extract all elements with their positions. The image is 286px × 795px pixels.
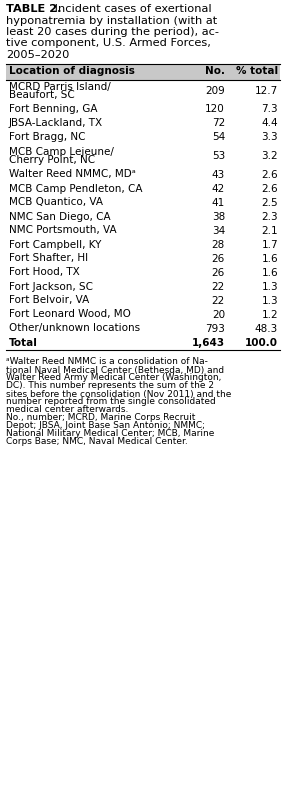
Text: Total: Total: [9, 338, 38, 347]
Text: 38: 38: [212, 211, 225, 222]
Text: Fort Bragg, NC: Fort Bragg, NC: [9, 133, 86, 142]
Text: DC). This number represents the sum of the 2: DC). This number represents the sum of t…: [6, 382, 214, 390]
Bar: [6, 64, 280, 80]
Text: 28: 28: [212, 239, 225, 250]
Text: 54: 54: [212, 133, 225, 142]
Text: Fort Shafter, HI: Fort Shafter, HI: [9, 254, 88, 263]
Text: 2.1: 2.1: [261, 226, 278, 235]
Text: 1.3: 1.3: [261, 281, 278, 292]
Text: % total: % total: [236, 67, 278, 76]
Text: medical center afterwards.: medical center afterwards.: [6, 405, 128, 414]
Text: 1.3: 1.3: [261, 296, 278, 305]
Text: Walter Reed NMMC, MDᵃ: Walter Reed NMMC, MDᵃ: [9, 169, 136, 180]
Text: NMC Portsmouth, VA: NMC Portsmouth, VA: [9, 226, 117, 235]
Text: tive component, U.S. Armed Forces,: tive component, U.S. Armed Forces,: [6, 38, 211, 48]
Text: 209: 209: [205, 86, 225, 96]
Text: least 20 cases during the period), ac-: least 20 cases during the period), ac-: [6, 27, 219, 37]
Text: Fort Campbell, KY: Fort Campbell, KY: [9, 239, 101, 250]
Text: Fort Benning, GA: Fort Benning, GA: [9, 104, 98, 114]
Text: NMC San Diego, CA: NMC San Diego, CA: [9, 211, 111, 222]
Text: 2.5: 2.5: [261, 197, 278, 207]
Text: 22: 22: [212, 281, 225, 292]
Text: number reported from the single consolidated: number reported from the single consolid…: [6, 398, 216, 406]
Text: ᵃWalter Reed NMMC is a consolidation of Na-: ᵃWalter Reed NMMC is a consolidation of …: [6, 358, 208, 366]
Text: JBSA-Lackland, TX: JBSA-Lackland, TX: [9, 118, 103, 129]
Text: 1.7: 1.7: [261, 239, 278, 250]
Text: MCB Camp Lejeune/: MCB Camp Lejeune/: [9, 147, 114, 157]
Text: 42: 42: [212, 184, 225, 193]
Text: Location of diagnosis: Location of diagnosis: [9, 67, 135, 76]
Text: hyponatremia by installation (with at: hyponatremia by installation (with at: [6, 15, 217, 25]
Text: Cherry Point, NC: Cherry Point, NC: [9, 155, 95, 165]
Text: 41: 41: [212, 197, 225, 207]
Text: TABLE 2.: TABLE 2.: [6, 4, 61, 14]
Text: 793: 793: [205, 324, 225, 333]
Text: 1,643: 1,643: [192, 338, 225, 347]
Text: Fort Hood, TX: Fort Hood, TX: [9, 267, 80, 277]
Text: tional Naval Medical Center (Bethesda, MD) and: tional Naval Medical Center (Bethesda, M…: [6, 366, 224, 374]
Text: National Military Medical Center; MCB, Marine: National Military Medical Center; MCB, M…: [6, 429, 214, 439]
Text: 72: 72: [212, 118, 225, 129]
Text: No.: No.: [205, 67, 225, 76]
Text: 3.3: 3.3: [261, 133, 278, 142]
Text: Beaufort, SC: Beaufort, SC: [9, 90, 75, 99]
Text: 1.2: 1.2: [261, 309, 278, 320]
Text: 1.6: 1.6: [261, 254, 278, 263]
Text: MCRD Parris Island/: MCRD Parris Island/: [9, 82, 111, 92]
Text: 26: 26: [212, 254, 225, 263]
Text: 3.2: 3.2: [261, 151, 278, 161]
Text: 1.6: 1.6: [261, 267, 278, 277]
Text: Walter Reed Army Medical Center (Washington,: Walter Reed Army Medical Center (Washing…: [6, 374, 221, 382]
Text: 2.3: 2.3: [261, 211, 278, 222]
Text: Fort Jackson, SC: Fort Jackson, SC: [9, 281, 93, 292]
Text: 2.6: 2.6: [261, 169, 278, 180]
Text: 2005–2020: 2005–2020: [6, 50, 69, 60]
Text: 43: 43: [212, 169, 225, 180]
Text: 48.3: 48.3: [255, 324, 278, 333]
Text: Depot; JBSA, Joint Base San Antonio; NMMC;: Depot; JBSA, Joint Base San Antonio; NMM…: [6, 421, 205, 431]
Text: 120: 120: [205, 104, 225, 114]
Text: 4.4: 4.4: [261, 118, 278, 129]
Text: No., number; MCRD, Marine Corps Recruit: No., number; MCRD, Marine Corps Recruit: [6, 413, 195, 422]
Text: 100.0: 100.0: [245, 338, 278, 347]
Text: MCB Quantico, VA: MCB Quantico, VA: [9, 197, 103, 207]
Text: 20: 20: [212, 309, 225, 320]
Text: Incident cases of exertional: Incident cases of exertional: [51, 4, 211, 14]
Text: 26: 26: [212, 267, 225, 277]
Text: 2.6: 2.6: [261, 184, 278, 193]
Text: Corps Base; NMC, Naval Medical Center.: Corps Base; NMC, Naval Medical Center.: [6, 437, 188, 447]
Text: 22: 22: [212, 296, 225, 305]
Text: 12.7: 12.7: [255, 86, 278, 96]
Text: sites before the consolidation (Nov 2011) and the: sites before the consolidation (Nov 2011…: [6, 390, 231, 398]
Text: MCB Camp Pendleton, CA: MCB Camp Pendleton, CA: [9, 184, 142, 193]
Text: Fort Belvoir, VA: Fort Belvoir, VA: [9, 296, 89, 305]
Text: 34: 34: [212, 226, 225, 235]
Text: Fort Leonard Wood, MO: Fort Leonard Wood, MO: [9, 309, 131, 320]
Text: 53: 53: [212, 151, 225, 161]
Text: 7.3: 7.3: [261, 104, 278, 114]
Text: Other/unknown locations: Other/unknown locations: [9, 324, 140, 333]
